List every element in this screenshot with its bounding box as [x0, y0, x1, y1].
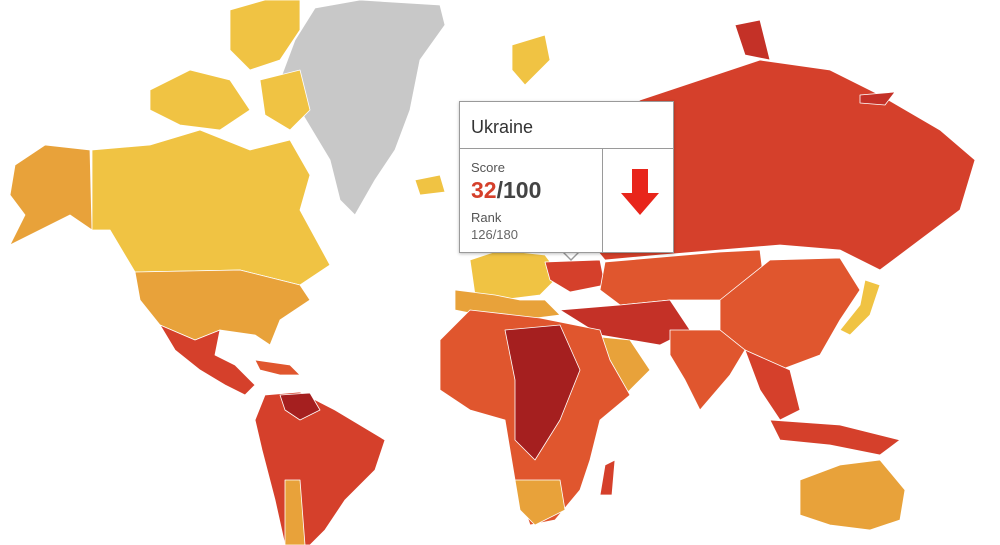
country-name: Ukraine — [460, 102, 673, 149]
russia-islands — [734, 19, 896, 106]
india — [669, 329, 746, 411]
score-value: 32 — [471, 177, 497, 203]
south-america — [254, 391, 386, 545]
southern-africa — [514, 479, 566, 526]
trend-panel — [604, 149, 674, 253]
tooltip-pointer-fill — [563, 251, 579, 259]
usa — [134, 269, 311, 346]
canada-islands — [149, 0, 311, 131]
venezuela — [279, 392, 321, 421]
madagascar — [599, 459, 616, 496]
southeast-asia — [744, 349, 901, 456]
score: 32/100 — [471, 177, 602, 204]
russia — [579, 59, 976, 271]
alaska — [9, 144, 93, 246]
rank-label: Rank — [471, 210, 502, 225]
iceland — [414, 174, 446, 196]
rank-value: 126/180 — [471, 227, 518, 242]
tooltip: Ukraine Score 32/100 Rank 126/180 — [459, 101, 674, 253]
svalbard — [511, 34, 551, 86]
score-max: /100 — [496, 177, 542, 203]
chile-uruguay — [284, 479, 306, 545]
japan — [839, 279, 881, 336]
mexico — [159, 324, 256, 396]
caribbean — [254, 359, 301, 376]
africa-dark — [504, 324, 581, 461]
canada — [91, 129, 331, 286]
australia — [799, 459, 906, 531]
europe-west — [469, 249, 561, 301]
trend-arrow — [621, 169, 659, 215]
score-panel: Score 32/100 Rank 126/180 — [460, 149, 603, 253]
score-label: Score — [471, 160, 505, 175]
ukraine — [544, 259, 606, 293]
